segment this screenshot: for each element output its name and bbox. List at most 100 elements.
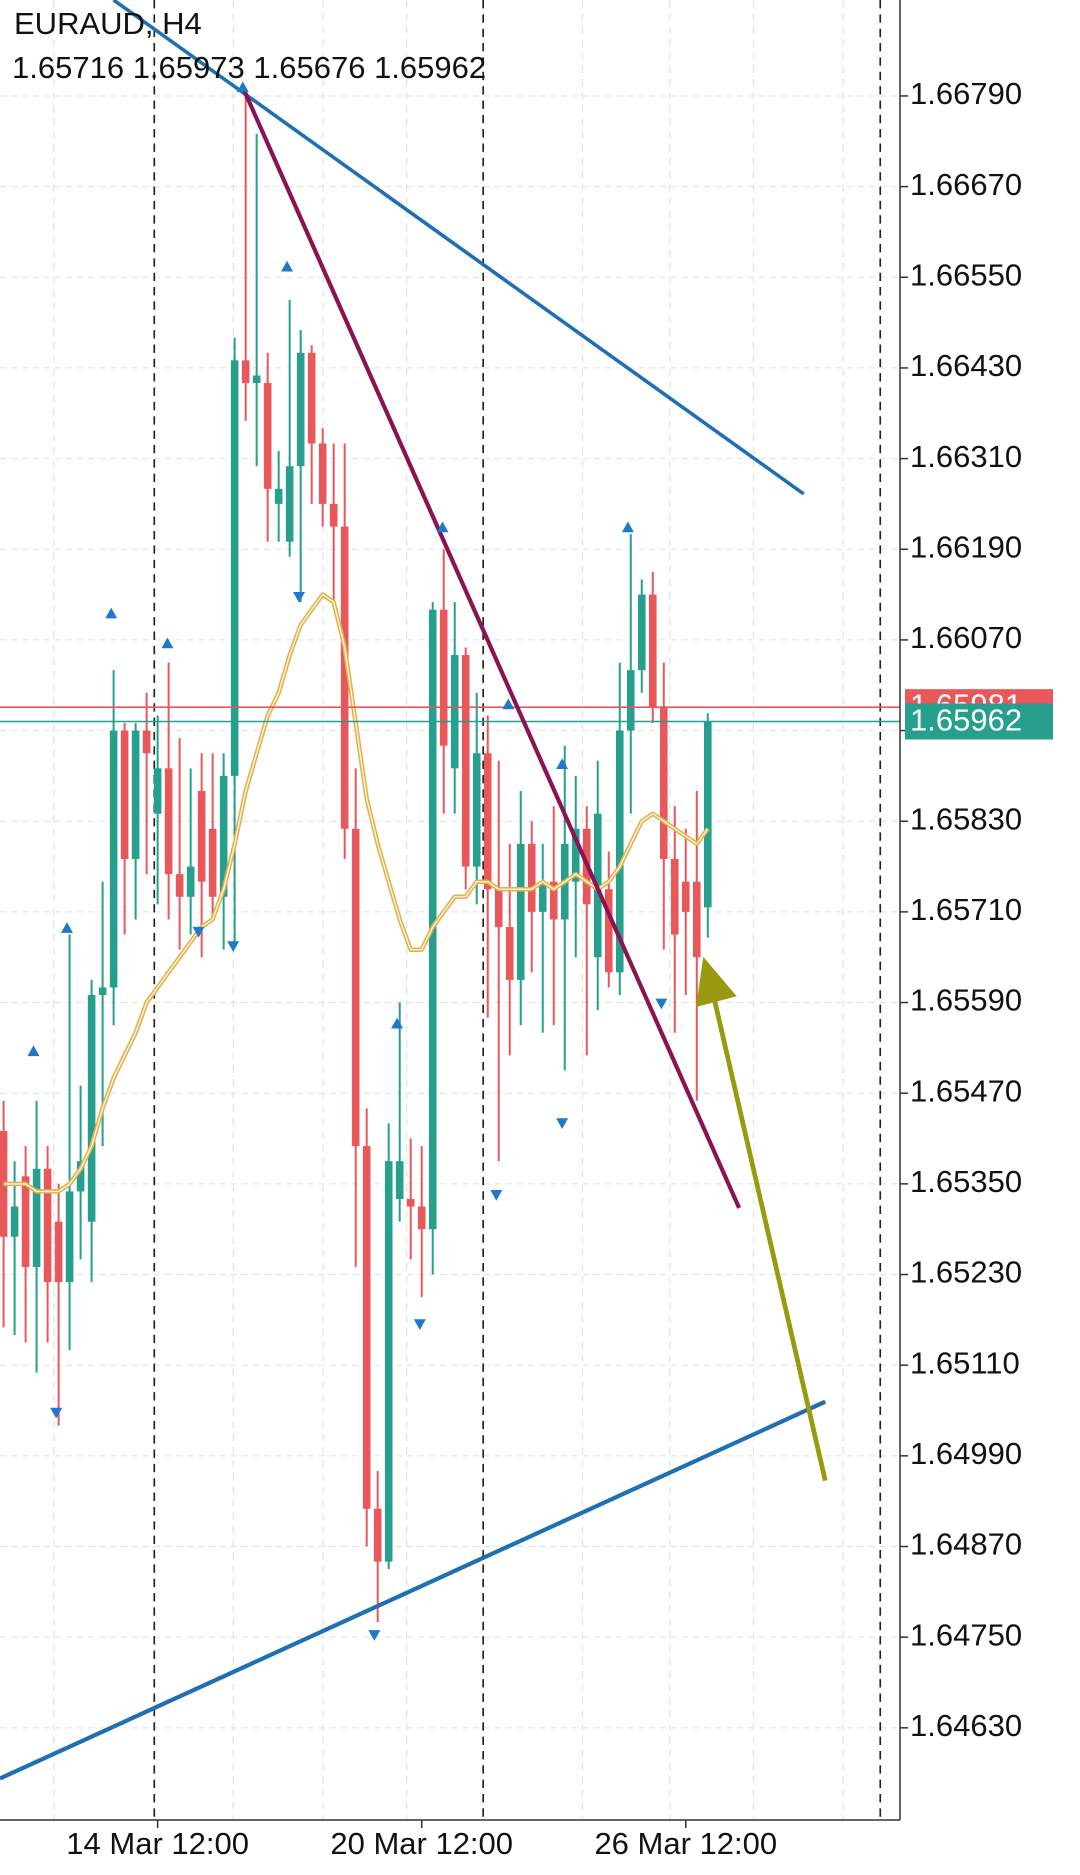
candle-body xyxy=(670,859,679,935)
x-tick-label: 20 Mar 12:00 xyxy=(330,1826,513,1861)
fractal-down xyxy=(655,998,668,1010)
candle-body xyxy=(274,488,283,504)
candle-body xyxy=(175,874,184,897)
candle-body xyxy=(197,791,206,882)
x-tick-label: 14 Mar 12:00 xyxy=(66,1826,249,1861)
candle-body xyxy=(681,881,690,912)
y-tick-label: 1.64750 xyxy=(910,1617,1022,1652)
fractal-down xyxy=(192,926,205,938)
candle-body xyxy=(32,1168,41,1267)
y-tick-label: 1.66070 xyxy=(910,620,1022,655)
fractal-up xyxy=(502,698,515,710)
candle-body xyxy=(109,730,118,988)
candle-body xyxy=(549,881,558,920)
candle-body xyxy=(285,466,294,542)
candle-body xyxy=(65,1191,74,1283)
fractal-up xyxy=(281,260,294,272)
arrow-head xyxy=(696,956,737,1008)
candle-body xyxy=(538,881,547,912)
candle-body xyxy=(252,375,261,384)
candle-body xyxy=(626,670,635,731)
trendline xyxy=(240,86,742,1209)
fractal-up xyxy=(621,521,634,533)
candle-body xyxy=(329,503,338,527)
fractal-down xyxy=(413,1319,426,1330)
bid-label: 1.65962 xyxy=(910,703,1022,738)
high-value: 1.65973 xyxy=(133,50,245,85)
y-tick-label: 1.66310 xyxy=(910,439,1022,474)
candle-body xyxy=(362,1146,371,1509)
x-tick-label: 26 Mar 12:00 xyxy=(594,1826,777,1861)
candle-body xyxy=(186,866,195,897)
layout-lines xyxy=(53,0,882,1821)
candle-body xyxy=(461,655,470,867)
candle-body xyxy=(395,1161,404,1199)
fractal-up xyxy=(391,1017,404,1029)
candle-body xyxy=(494,889,503,927)
y-tick-label: 1.65830 xyxy=(910,801,1022,836)
chart-title: EURAUD, H4 xyxy=(14,6,202,41)
labels: 1.66790 1.66670 1.66550 1.66430 1.66310 1.661… xyxy=(66,76,1053,1861)
candle-body xyxy=(318,443,327,504)
vertical-grid xyxy=(53,0,844,1821)
fractal-up xyxy=(236,81,249,93)
fractal-down xyxy=(50,1407,63,1419)
y-tick-label: 1.64630 xyxy=(910,1708,1022,1743)
y-tick-label: 1.65230 xyxy=(910,1255,1022,1290)
candle-body xyxy=(450,655,459,769)
candle-body xyxy=(142,730,151,754)
y-tick-label: 1.65110 xyxy=(910,1345,1020,1380)
fractals xyxy=(27,81,668,1641)
fractal-up xyxy=(105,607,118,619)
moving-average-inner xyxy=(3,593,709,1193)
y-tick-label: 1.66670 xyxy=(910,167,1022,202)
candle-body xyxy=(472,753,481,867)
fractal-up xyxy=(556,758,569,770)
candle-body xyxy=(428,609,437,1230)
y-tick-label: 1.65590 xyxy=(910,983,1022,1018)
candle-body xyxy=(131,730,140,860)
candle-body xyxy=(516,843,525,980)
candle-body xyxy=(43,1168,52,1283)
candle-body xyxy=(417,1206,426,1230)
candle-body xyxy=(340,526,349,829)
candle-body xyxy=(373,1508,382,1562)
fractal-down xyxy=(227,941,240,953)
candle-body xyxy=(351,828,360,1147)
fractal-down xyxy=(556,1118,569,1130)
candle-body xyxy=(406,1198,415,1207)
fractal-down xyxy=(490,1190,503,1201)
candle-body xyxy=(604,889,613,973)
candle-body xyxy=(87,994,96,1222)
drawings xyxy=(0,0,828,1781)
y-tick-label: 1.66190 xyxy=(910,529,1022,564)
candle-body xyxy=(120,730,129,860)
candle-body xyxy=(637,594,646,671)
fractal-up xyxy=(436,521,449,533)
fractal-down xyxy=(293,592,305,603)
candle-body xyxy=(241,360,250,384)
candle-body xyxy=(439,609,448,746)
fractal-up xyxy=(161,637,174,649)
period-separators xyxy=(153,0,882,1821)
candle-body xyxy=(483,753,492,890)
candle-body xyxy=(153,768,162,814)
candle-body xyxy=(54,1221,63,1283)
close-value: 1.65962 xyxy=(374,50,486,85)
y-tick-label: 1.65350 xyxy=(910,1164,1022,1199)
candle-body xyxy=(76,1161,85,1192)
fractal-up xyxy=(27,1045,40,1057)
candle-body xyxy=(219,775,228,897)
candle-body xyxy=(10,1206,19,1237)
candle-body xyxy=(230,360,239,776)
y-tick-label: 1.64870 xyxy=(910,1527,1022,1562)
candle-body xyxy=(98,987,107,995)
candle-body xyxy=(263,383,272,489)
ohlc-header: 1.65716 1.65973 1.65676 1.65962 xyxy=(12,50,486,85)
candle-body xyxy=(505,926,514,980)
candle-body xyxy=(692,881,701,958)
candle-body xyxy=(527,843,536,912)
y-tick-label: 1.66430 xyxy=(910,348,1022,383)
candle-body xyxy=(571,828,580,882)
